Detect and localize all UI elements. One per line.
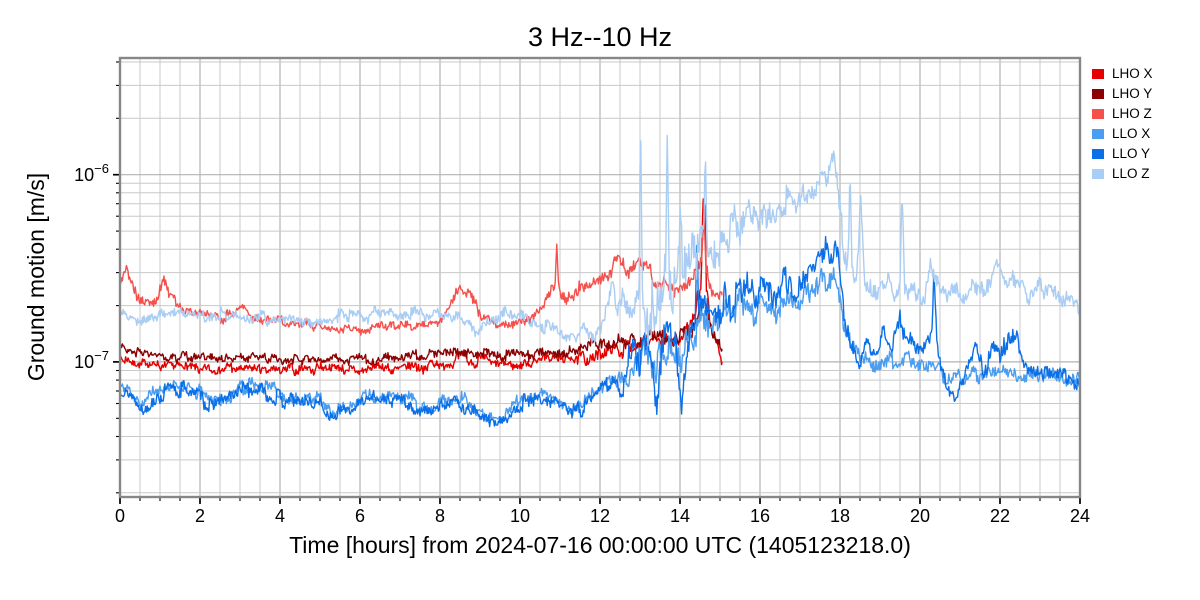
llo-z-swatch-icon [1092,169,1104,179]
legend-label: LLO Y [1112,146,1151,161]
gridlines [120,58,1080,497]
legend-item-lho-y: LHO Y [1092,84,1153,104]
x-tick-label: 14 [670,506,690,526]
y-tick-label-1e-6: 10−6 [74,161,109,185]
legend-label: LHO Y [1112,86,1153,101]
plot-border [118,56,1082,499]
y-axis-label: Ground motion [m/s] [23,173,49,381]
x-tick-label: 24 [1070,506,1090,526]
trace-llo-z [120,134,1080,347]
x-tick-label: 8 [435,506,445,526]
legend-item-lho-x: LHO X [1092,64,1153,84]
legend-label: LHO X [1112,66,1153,81]
legend-label: LHO Z [1112,106,1152,121]
legend-label: LLO Z [1112,166,1150,181]
x-tick-label: 20 [910,506,930,526]
x-tick-label: 6 [355,506,365,526]
y-tick-label-1e-7: 10−7 [74,348,109,372]
x-tick-labels: 0 2 4 6 8 10 12 14 16 18 20 22 24 [115,506,1090,526]
x-tick-label: 12 [590,506,610,526]
trace-llo-y [120,235,1080,428]
lho-y-swatch-icon [1092,89,1104,99]
x-tick-label: 4 [275,506,285,526]
chart-title: 3 Hz--10 Hz [528,22,672,52]
x-tick-label: 22 [990,506,1010,526]
x-tick-label: 2 [195,506,205,526]
x-axis-label: Time [hours] from 2024-07-16 00:00:00 UT… [289,532,911,558]
x-tick-label: 0 [115,506,125,526]
lho-x-swatch-icon [1092,69,1104,79]
legend-item-lho-z: LHO Z [1092,104,1153,124]
legend-item-llo-y: LLO Y [1092,144,1153,164]
x-tick-label: 18 [830,506,850,526]
llo-y-swatch-icon [1092,149,1104,159]
llo-x-swatch-icon [1092,129,1104,139]
legend-item-llo-z: LLO Z [1092,164,1153,184]
x-tick-label: 16 [750,506,770,526]
legend-label: LLO X [1112,126,1151,141]
lho-z-swatch-icon [1092,109,1104,119]
legend-item-llo-x: LLO X [1092,124,1153,144]
data-traces [120,134,1080,428]
legend: LHO X LHO Y LHO Z LLO X LLO Y LLO Z [1092,64,1153,184]
trace-lho-x [120,198,723,377]
trace-lho-y [120,299,723,366]
x-tick-label: 10 [510,506,530,526]
